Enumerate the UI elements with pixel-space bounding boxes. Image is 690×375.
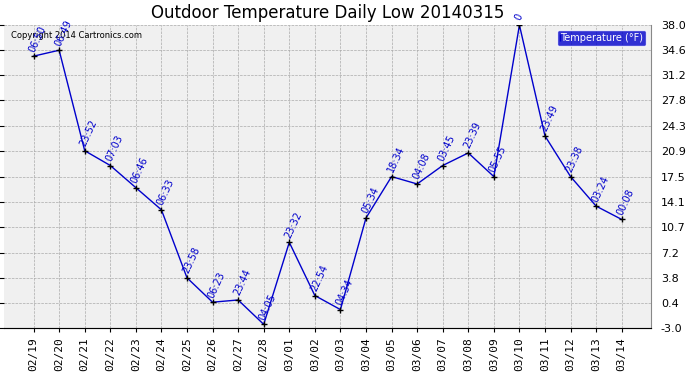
Text: 23:39: 23:39: [462, 121, 483, 150]
Text: 06:46: 06:46: [130, 156, 150, 185]
Text: Copyright 2014 Cartronics.com: Copyright 2014 Cartronics.com: [10, 31, 141, 40]
Text: 04:08: 04:08: [411, 152, 432, 181]
Text: 03:45: 03:45: [436, 133, 457, 163]
Title: Outdoor Temperature Daily Low 20140315: Outdoor Temperature Daily Low 20140315: [151, 4, 504, 22]
Text: 06:49: 06:49: [53, 18, 74, 48]
Text: 05:34: 05:34: [359, 186, 381, 215]
Text: 23:44: 23:44: [232, 268, 253, 297]
Text: 00:08: 00:08: [615, 187, 636, 217]
Text: 04:05: 04:05: [257, 292, 278, 322]
Text: 23:32: 23:32: [283, 210, 304, 240]
Text: 07:03: 07:03: [104, 133, 125, 163]
Text: 23:49: 23:49: [539, 104, 560, 133]
Text: 23:52: 23:52: [79, 118, 99, 148]
Text: 23:38: 23:38: [564, 144, 585, 174]
Text: 03:24: 03:24: [590, 174, 611, 203]
Text: 05:55: 05:55: [488, 144, 509, 174]
Text: 04:34: 04:34: [334, 278, 355, 307]
Legend: Temperature (°F): Temperature (°F): [558, 30, 647, 46]
Text: 06:23: 06:23: [206, 270, 227, 299]
Text: 22:54: 22:54: [308, 263, 330, 293]
Text: 18:34: 18:34: [385, 144, 406, 174]
Text: 06:33: 06:33: [155, 178, 176, 207]
Text: 06:50: 06:50: [28, 24, 48, 53]
Text: 0: 0: [513, 12, 525, 22]
Text: 23:58: 23:58: [181, 245, 201, 275]
